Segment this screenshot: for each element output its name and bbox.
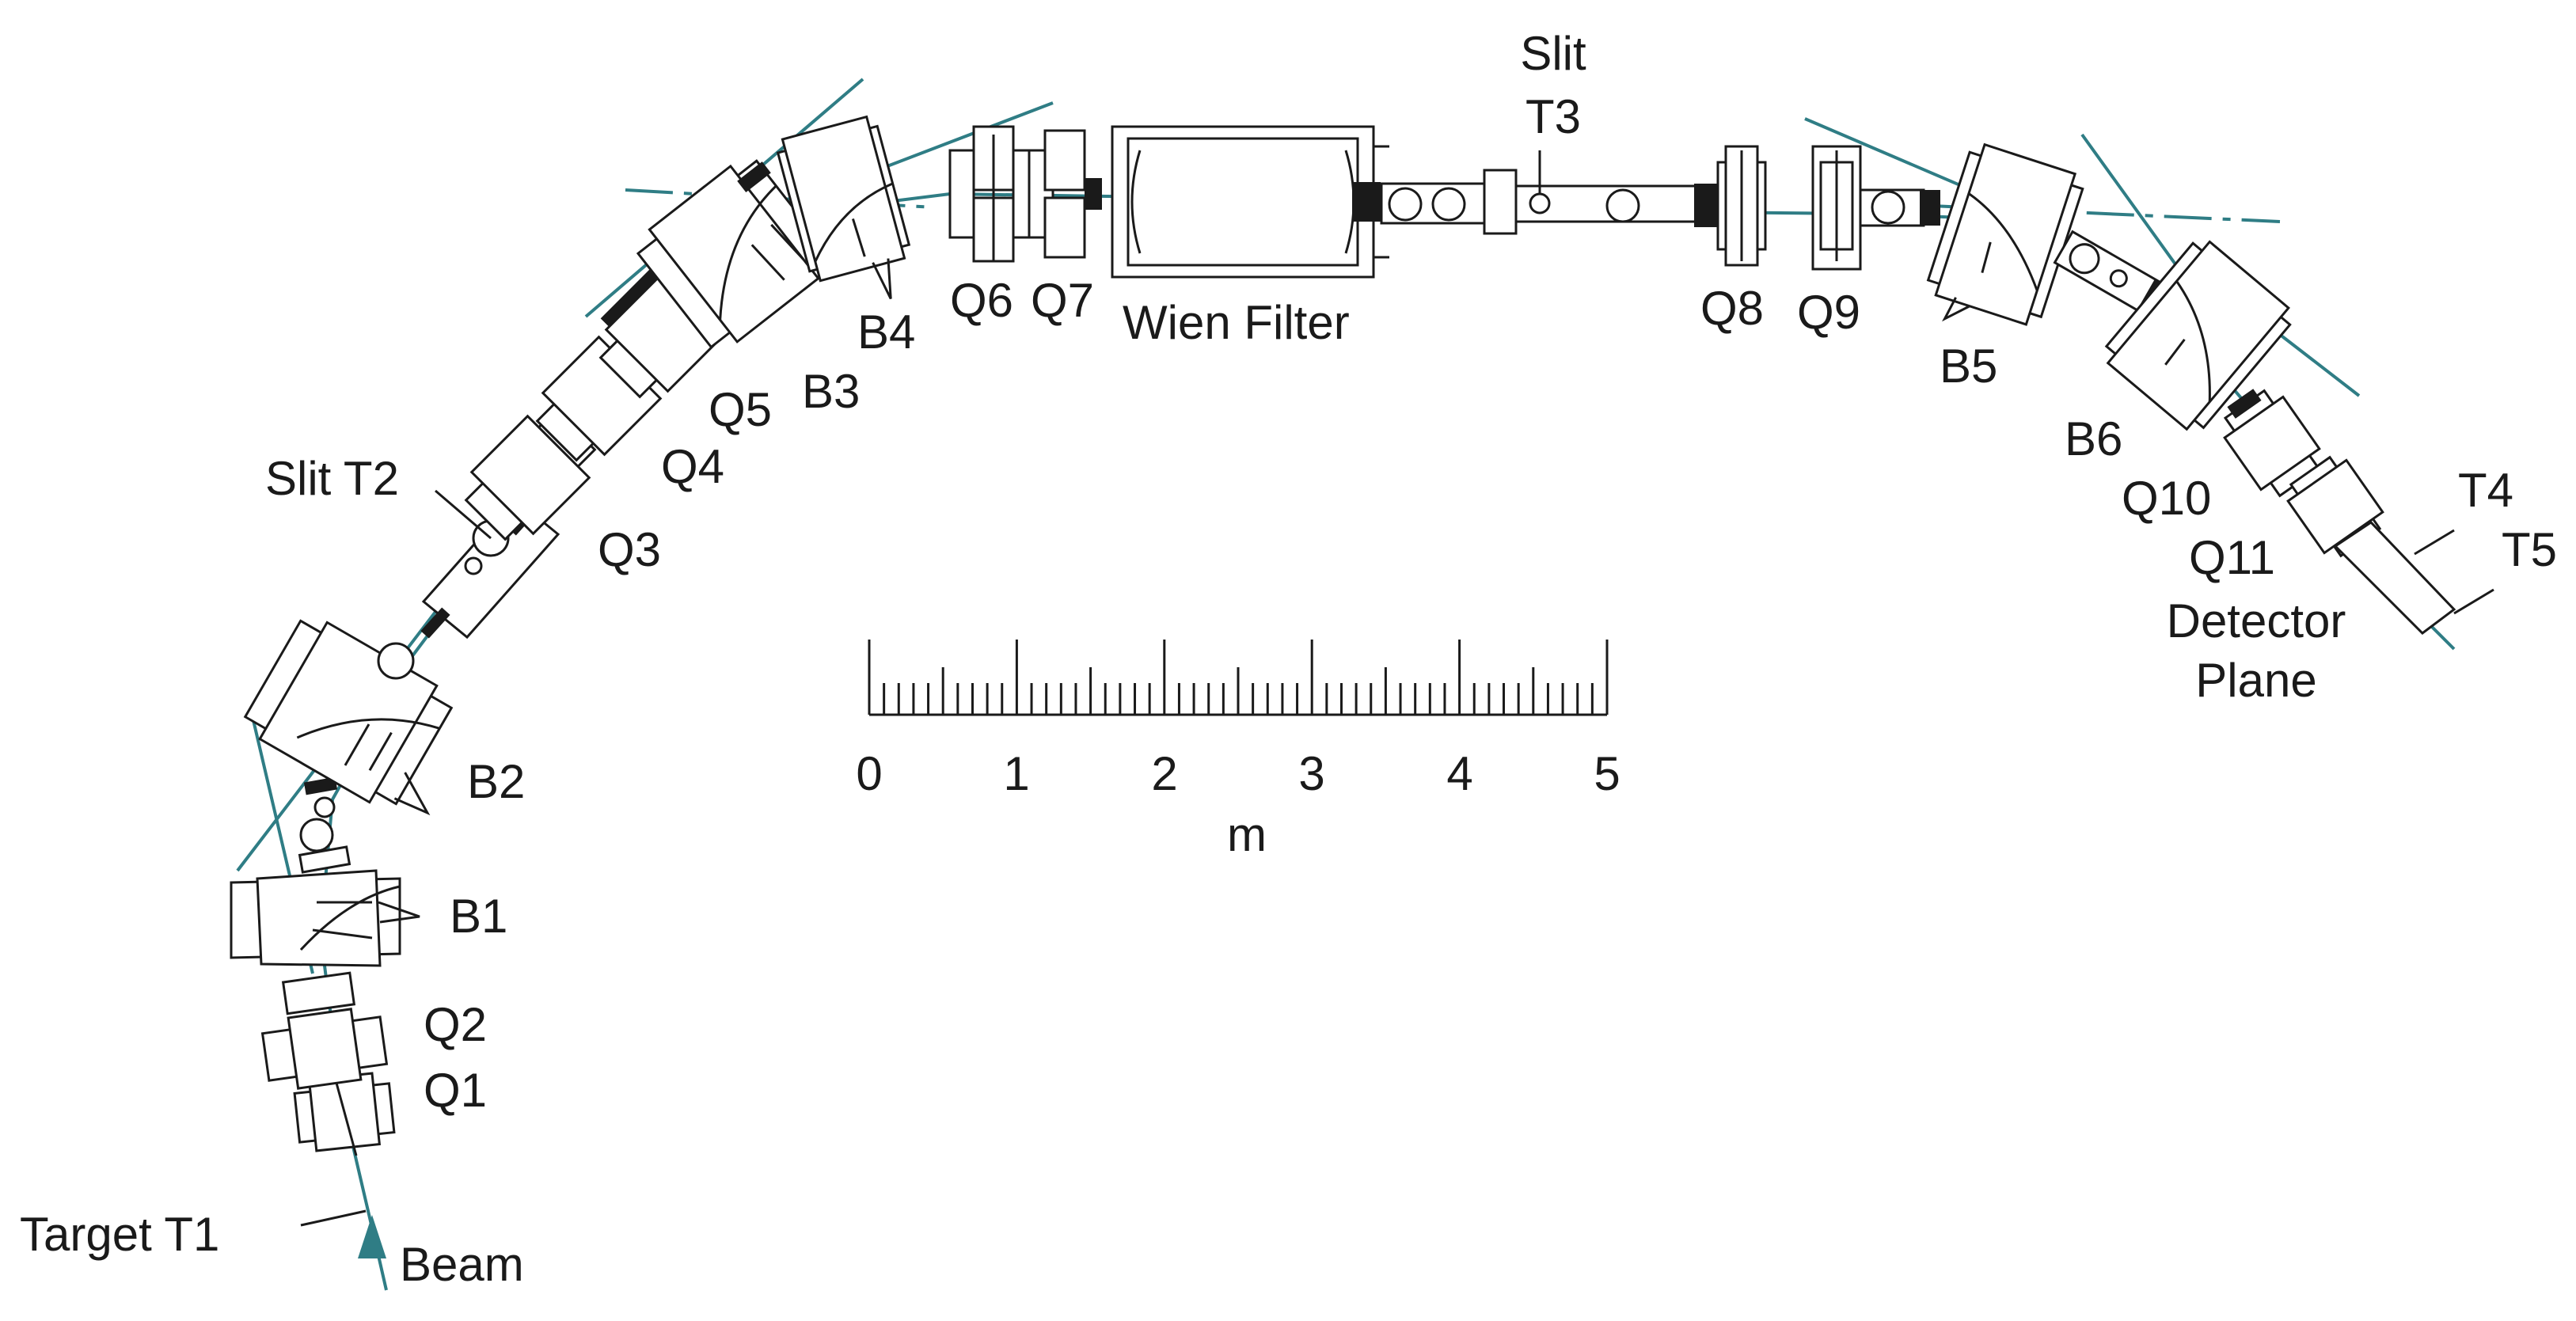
scale-ticks — [868, 640, 1609, 715]
label-t4: T4 — [2458, 464, 2513, 517]
scale-tick-label-4: 4 — [1446, 747, 1472, 800]
scale-tick-label-1: 1 — [1003, 747, 1029, 800]
q6-magnet — [948, 125, 1039, 263]
label-q3: Q3 — [598, 523, 661, 576]
label-q10: Q10 — [2122, 472, 2211, 525]
label-b6: B6 — [2065, 412, 2122, 465]
q2-magnet — [260, 971, 389, 1090]
q9-magnet — [1811, 145, 1940, 271]
label-b1: B1 — [450, 890, 507, 943]
beam-arrowhead — [358, 1215, 386, 1258]
label-b3: B3 — [802, 365, 860, 418]
label-slit-t2: Slit T2 — [265, 452, 399, 505]
label-q6: Q6 — [950, 274, 1013, 327]
label-q7: Q7 — [1031, 274, 1094, 327]
b2-magnet — [243, 619, 454, 816]
label-wien-filter: Wien Filter — [1123, 296, 1350, 349]
label-detector-line2: Plane — [2195, 654, 2316, 707]
b1-b2-beam-pipe — [298, 776, 351, 874]
scale-tick-label-3: 3 — [1298, 747, 1324, 800]
label-t5: T5 — [2502, 523, 2557, 576]
scale-tick-label-2: 2 — [1151, 747, 1177, 800]
label-q5: Q5 — [709, 383, 772, 436]
b5-magnet — [1926, 142, 2084, 326]
label-q4: Q4 — [661, 440, 724, 493]
label-b4: B4 — [857, 306, 915, 359]
q8-magnet — [1716, 145, 1767, 267]
label-beam: Beam — [400, 1238, 524, 1291]
scale-bar: 0 1 2 3 4 5 m — [856, 640, 1620, 861]
b6-magnet — [2104, 240, 2292, 431]
b1-magnet — [230, 869, 420, 967]
target-leader — [300, 1209, 367, 1227]
detector-plane-pipe — [2333, 521, 2494, 635]
slit-t3-beam-pipe — [1352, 169, 1718, 235]
label-detector-line1: Detector — [2167, 594, 2346, 647]
q1-magnet — [293, 1068, 396, 1156]
b3-magnet — [636, 159, 832, 349]
label-q1: Q1 — [424, 1064, 487, 1117]
label-slit-t3-line1: Slit — [1520, 27, 1586, 80]
label-slit-t3-line2: T3 — [1525, 90, 1581, 143]
slit-t2-leader — [435, 489, 492, 540]
scale-tick-label-0: 0 — [856, 747, 882, 800]
b5-reference-line — [1931, 204, 2281, 223]
label-q8: Q8 — [1700, 282, 1764, 335]
q7-magnet — [1028, 129, 1102, 259]
scale-tick-label-5: 5 — [1594, 747, 1620, 800]
t4-leader — [2414, 529, 2455, 556]
wien-filter — [1111, 125, 1389, 279]
label-q9: Q9 — [1797, 286, 1860, 339]
t5-leader — [2453, 588, 2494, 615]
label-target: Target T1 — [20, 1208, 219, 1261]
label-b5: B5 — [1940, 340, 1997, 393]
label-q2: Q2 — [424, 998, 487, 1051]
label-q11: Q11 — [2189, 531, 2275, 584]
label-b2: B2 — [467, 755, 525, 808]
b4-magnet — [776, 115, 911, 300]
scale-unit-label: m — [1227, 808, 1267, 861]
